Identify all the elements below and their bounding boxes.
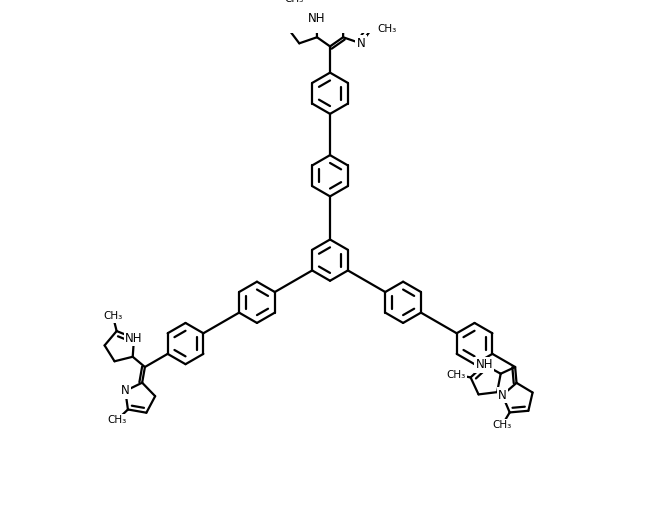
Text: CH₃: CH₃ [103, 312, 123, 321]
Text: NH: NH [475, 358, 493, 371]
Text: N: N [121, 385, 130, 397]
Text: CH₃: CH₃ [492, 420, 512, 430]
Text: NH: NH [308, 12, 325, 25]
Text: CH₃: CH₃ [108, 415, 127, 425]
Text: CH₃: CH₃ [284, 0, 303, 4]
Text: CH₃: CH₃ [446, 370, 465, 379]
Text: N: N [498, 389, 507, 402]
Text: N: N [356, 37, 365, 50]
Text: CH₃: CH₃ [377, 23, 397, 34]
Text: NH: NH [126, 331, 143, 345]
